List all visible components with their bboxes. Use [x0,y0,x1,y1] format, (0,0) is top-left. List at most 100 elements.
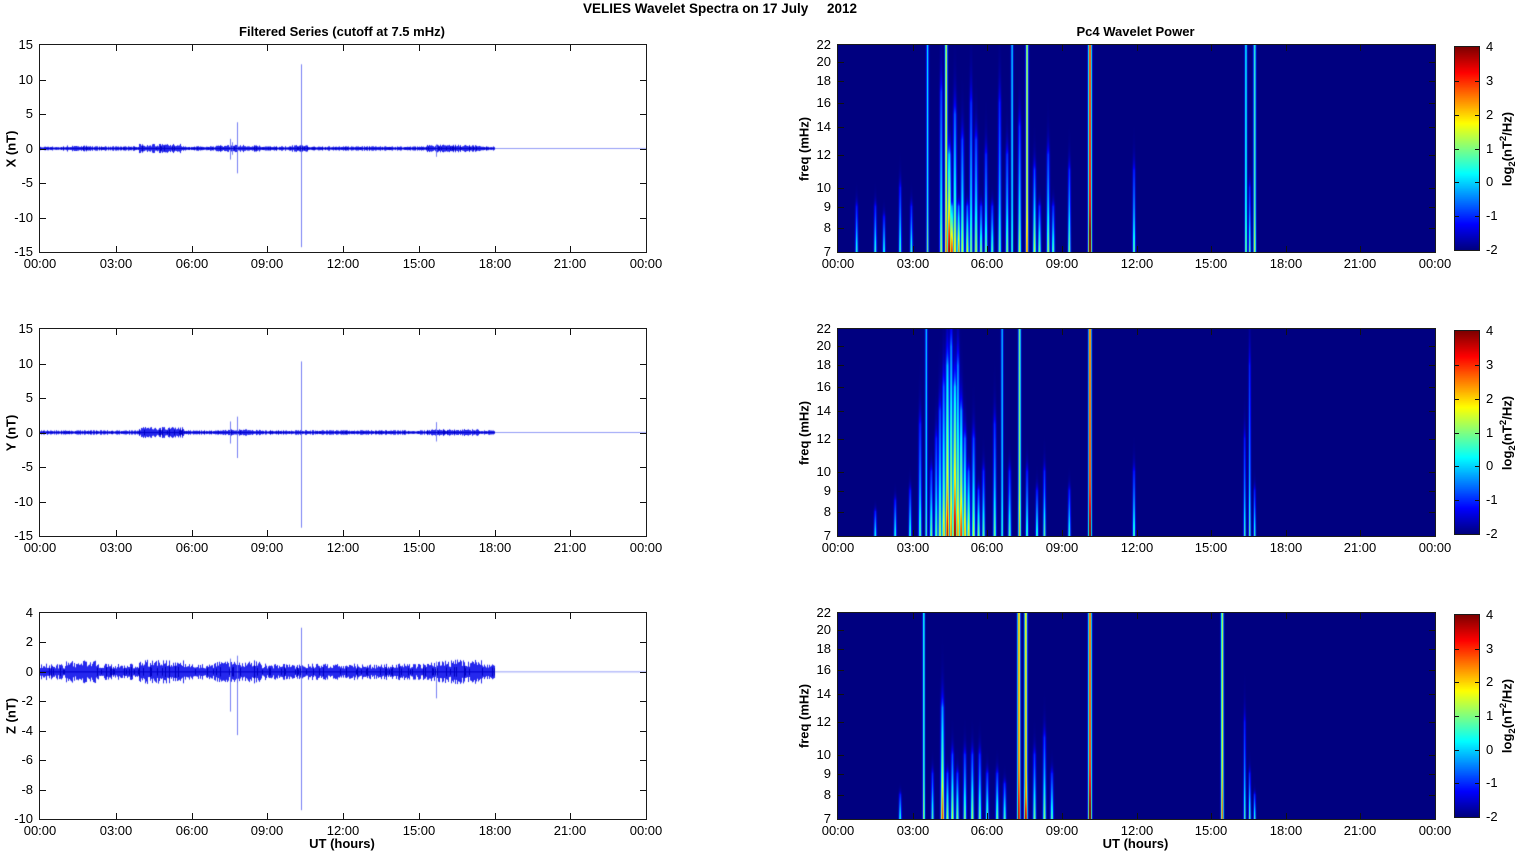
axis-tick [267,329,268,335]
freq-axis-tick-label: 12 [816,147,831,162]
freq-axis-tick-label: 9 [823,766,831,781]
axis-tick [913,613,914,619]
freq-axis-tick-label: 16 [816,379,831,394]
axis-tick [1137,329,1138,335]
spectrogram-canvas [838,329,1435,536]
axis-tick [1455,216,1459,217]
x-axis-tick-label: 03:00 [99,823,133,838]
x-axis-tick-label: 21:00 [553,823,587,838]
x-axis-tick-label: 12:00 [1120,256,1154,271]
x-axis-tick-label: 15:00 [402,540,436,555]
axis-tick [570,813,571,819]
axis-tick [1475,182,1479,183]
colorbar-tick-label: -1 [1486,492,1498,507]
axis-tick [1455,81,1459,82]
axis-tick [1062,246,1063,252]
axis-tick [116,45,117,51]
axis-tick [1475,783,1479,784]
y-axis-tick-label: 15 [18,321,33,336]
x-axis-tick-label: 06:00 [175,823,209,838]
figure-title: VELIES Wavelet Spectra on 17 July 2012 [582,1,858,16]
axis-tick [1429,127,1435,128]
axis-tick [1360,813,1361,819]
x-axis-tick-label: 00:00 [629,256,663,271]
y-axis-tick-label: 4 [25,605,33,620]
x-axis-tick-label: 00:00 [821,540,855,555]
x-axis-tick-label: 06:00 [970,256,1004,271]
axis-tick [1429,188,1435,189]
axis-tick [913,530,914,536]
axis-tick [640,364,646,365]
axis-tick [495,246,496,252]
x-axis-tick-label: 09:00 [250,256,284,271]
axis-tick [1429,387,1435,388]
axis-tick [1475,716,1479,717]
axis-tick [1475,149,1479,150]
axis-tick [1455,682,1459,683]
y-axis-tick-label: 0 [25,664,33,679]
axis-tick [40,731,46,732]
axis-tick [192,246,193,252]
y-axis-tick-label: -5 [21,459,33,474]
x-axis-tick-label: 00:00 [1418,823,1452,838]
colorbar-z: log2(nT2/Hz) 4 3 2 1 0 -1 -2 [1454,607,1518,824]
axis-tick [1475,399,1479,400]
colorbar-tick-label: 3 [1486,73,1494,88]
axis-tick [40,672,46,673]
axis-tick [40,467,46,468]
axis-tick [1475,115,1479,116]
y-axis-tick-label: -4 [21,723,33,738]
axis-tick [1211,813,1212,819]
colorbar-tick-label: -2 [1486,809,1498,824]
axis-tick [1360,246,1361,252]
axis-tick [640,80,646,81]
x-axis-tick-label: 12:00 [326,256,360,271]
axis-tick [987,813,988,819]
colorbar-tick-label: 1 [1486,425,1494,440]
axis-tick [1429,774,1435,775]
axis-tick [192,813,193,819]
axis-tick [1455,433,1459,434]
axis-tick [40,701,46,702]
freq-axis-tick-label: 22 [816,605,831,620]
axis-tick [640,731,646,732]
freq-axis-tick-label: 12 [816,431,831,446]
axis-tick [1429,649,1435,650]
axis-tick [495,329,496,335]
axis-tick [987,613,988,619]
y-axis-tick-label: -10 [14,494,33,509]
x-axis-tick-label: 00:00 [821,823,855,838]
axis-tick [838,722,844,723]
colorbar-tick-label: -1 [1486,208,1498,223]
axis-tick [640,149,646,150]
axis-tick [570,613,571,619]
axis-tick [1429,472,1435,473]
x-axis-tick-label: 12:00 [326,540,360,555]
axis-tick [838,127,844,128]
axis-tick [838,81,844,82]
axis-tick [987,45,988,51]
x-axis-tick-label: 00:00 [629,823,663,838]
axis-tick [1475,81,1479,82]
x-axis-tick-label: 15:00 [1194,823,1228,838]
y-axis-tick-label: 5 [25,106,33,121]
x-axis-tick-label: 21:00 [553,256,587,271]
spectrogram-plot-y: freq (mHz) 22 20 18 16 14 12 10 9 8 7 00:00 03:00 06… [797,321,1452,555]
axis-tick [640,790,646,791]
axis-tick [838,228,844,229]
freq-axis-tick-label: 16 [816,95,831,110]
axis-tick [40,183,46,184]
colorbar-x: log2(nT2/Hz) 4 3 2 1 0 -1 -2 [1454,39,1518,257]
axis-tick [1429,155,1435,156]
x-axis-tick-label: 15:00 [402,256,436,271]
axis-tick [987,329,988,335]
colorbar-tick-label: 3 [1486,357,1494,372]
axis-tick [40,760,46,761]
axis-tick [838,365,844,366]
axis-tick [495,613,496,619]
axis-tick [1211,613,1212,619]
colorbar-y: log2(nT2/Hz) 4 3 2 1 0 -1 -2 [1454,323,1518,541]
axis-tick [1286,45,1287,51]
axis-tick [267,246,268,252]
axis-tick [1211,45,1212,51]
